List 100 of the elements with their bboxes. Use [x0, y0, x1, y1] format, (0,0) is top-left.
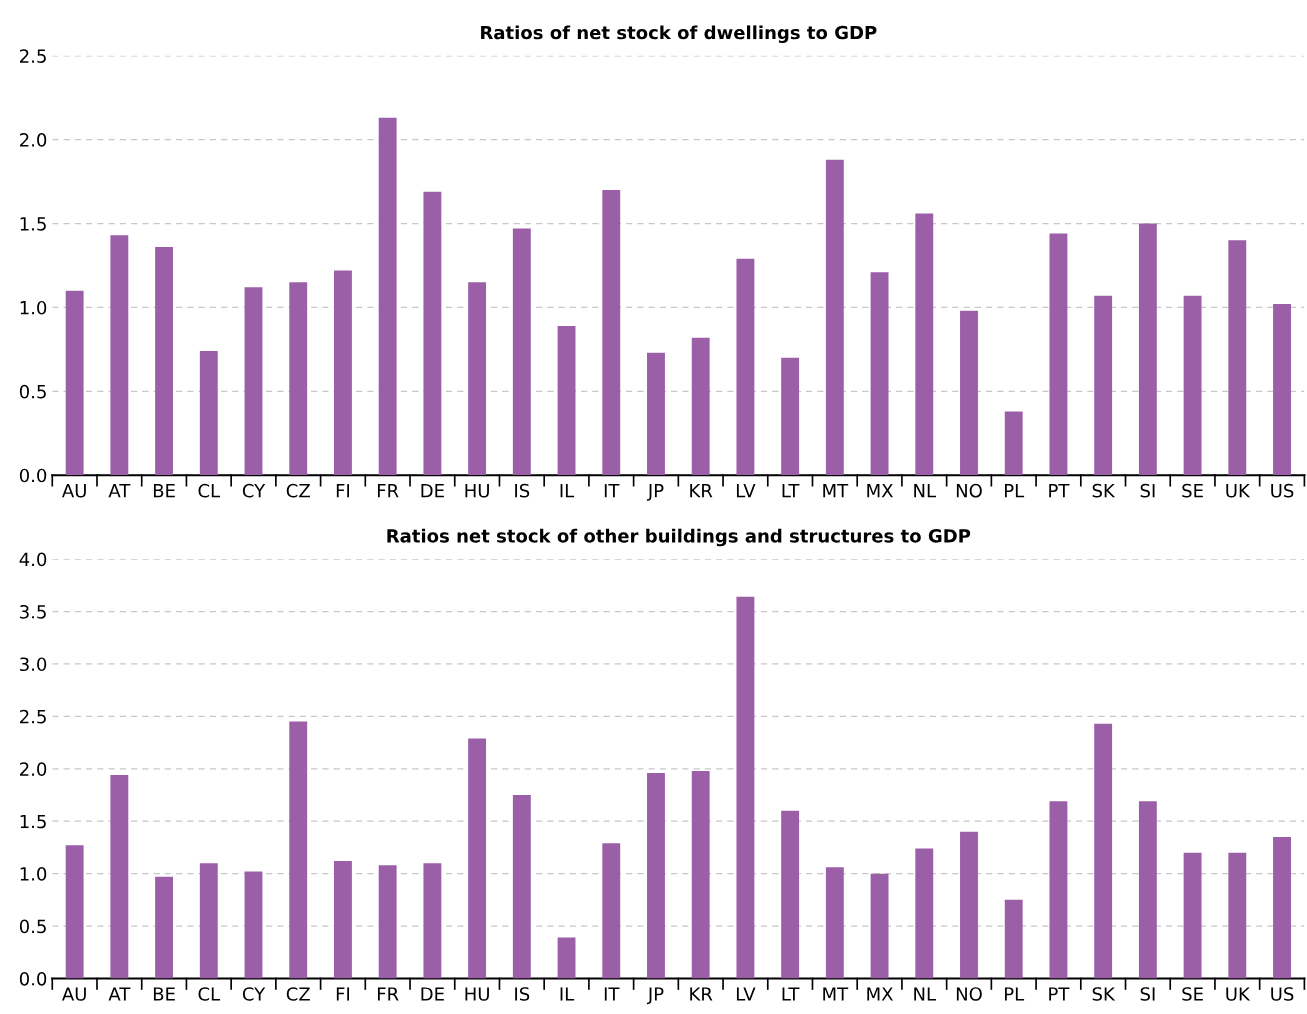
bar — [468, 282, 487, 476]
x-tick-label: MT — [823, 484, 849, 498]
bar — [334, 270, 352, 476]
x-tick-label: SI — [1140, 987, 1155, 1001]
bar — [870, 873, 889, 979]
bar — [155, 876, 174, 979]
y-tick-label: 2.0 — [20, 762, 47, 776]
bar — [825, 159, 844, 476]
x-tick-label: FR — [377, 987, 399, 1001]
x-tick-label: LT — [782, 987, 800, 1001]
x-tick-label: IT — [604, 987, 620, 1001]
y-tick-label: 3.0 — [20, 657, 47, 672]
bar — [825, 867, 844, 979]
x-tick-label: SK — [1092, 483, 1116, 498]
bar — [334, 861, 352, 979]
bar — [289, 282, 308, 476]
bar — [691, 770, 710, 979]
x-tick-label: IL — [560, 484, 575, 498]
bar — [557, 325, 576, 476]
x-tick-label: LV — [736, 987, 756, 1001]
x-tick-label: AT — [108, 987, 131, 1001]
x-tick-label: KR — [690, 484, 713, 498]
x-tick-label: PL — [1005, 484, 1025, 498]
x-tick-label: CL — [198, 483, 221, 498]
y-tick-label: 2.5 — [20, 709, 46, 724]
bar — [915, 213, 934, 476]
x-tick-label: PT — [1049, 987, 1070, 1001]
y-tick-label: 0.5 — [19, 919, 46, 934]
bar — [647, 772, 665, 979]
bar — [1094, 723, 1113, 979]
bar — [736, 596, 755, 979]
x-tick-label: CY — [242, 483, 266, 498]
x-tick-label: NO — [956, 987, 982, 1001]
x-tick-label: AT — [108, 484, 131, 498]
bar — [960, 831, 978, 979]
y-tick-label: 0.0 — [19, 468, 47, 483]
x-tick-label: IS — [515, 483, 530, 498]
bar — [199, 863, 218, 979]
bar — [870, 272, 889, 476]
y-tick-label: 2.5 — [20, 49, 46, 63]
bar — [602, 189, 621, 476]
bar — [557, 937, 576, 979]
x-tick-label: CL — [198, 987, 221, 1001]
bar — [915, 848, 934, 979]
bar — [1138, 801, 1157, 979]
y-tick-label: 0.5 — [19, 384, 46, 399]
x-tick-label: MT — [823, 987, 849, 1001]
x-tick-label: FR — [377, 484, 399, 498]
x-tick-label: CZ — [286, 987, 310, 1001]
x-tick-label: JP — [646, 987, 664, 1005]
y-tick-label: 4.0 — [19, 552, 47, 567]
x-tick-label: US — [1271, 987, 1294, 1001]
chart-title: Ratios net stock of other buildings and structures to GDP — [387, 528, 971, 547]
bar — [1273, 304, 1291, 476]
y-tick-label: 3.5 — [20, 604, 46, 619]
chart-title: Ratios of net stock of dwellings to GDP — [481, 25, 877, 43]
x-tick-label: SE — [1182, 483, 1203, 498]
bar — [781, 810, 800, 979]
bar — [691, 337, 710, 476]
x-tick-label: SK — [1092, 987, 1116, 1001]
bar — [1273, 836, 1291, 979]
x-tick-label: BE — [153, 484, 175, 498]
x-tick-label: LT — [782, 484, 800, 498]
bar — [1094, 295, 1113, 476]
x-tick-label: FI — [336, 484, 350, 498]
y-tick-label: 2.0 — [20, 133, 47, 147]
y-tick-label: 0.0 — [19, 971, 47, 986]
x-tick-label: JP — [646, 484, 664, 501]
bar — [155, 247, 174, 476]
x-tick-label: DE — [421, 484, 444, 498]
x-tick-label: FI — [336, 987, 350, 1001]
bar — [512, 795, 531, 979]
bar — [289, 721, 308, 979]
x-tick-label: UK — [1226, 987, 1251, 1001]
x-tick-label: LV — [736, 484, 756, 498]
x-tick-label: HU — [465, 484, 489, 498]
x-tick-label: AU — [62, 987, 86, 1001]
x-tick-label: MX — [867, 987, 893, 1001]
x-tick-label: UK — [1226, 484, 1251, 498]
bar — [199, 351, 218, 476]
bar — [1138, 223, 1157, 476]
bar — [1183, 852, 1202, 979]
bar — [65, 290, 84, 476]
bar — [423, 863, 442, 979]
bar — [512, 228, 531, 476]
x-tick-label: SE — [1182, 987, 1203, 1001]
x-tick-label: SI — [1140, 483, 1155, 498]
y-tick-label: 1.5 — [20, 217, 46, 231]
bar — [110, 775, 129, 979]
bar — [468, 738, 487, 979]
bar — [781, 357, 800, 476]
x-tick-label: IL — [560, 987, 575, 1001]
x-tick-label: KR — [690, 987, 713, 1001]
y-tick-label: 1.0 — [20, 300, 47, 315]
x-tick-label: PT — [1049, 484, 1070, 498]
y-tick-label: 1.0 — [20, 867, 47, 881]
bar — [1228, 240, 1247, 476]
bar — [244, 287, 263, 476]
bar — [378, 865, 397, 979]
bar — [602, 843, 621, 979]
